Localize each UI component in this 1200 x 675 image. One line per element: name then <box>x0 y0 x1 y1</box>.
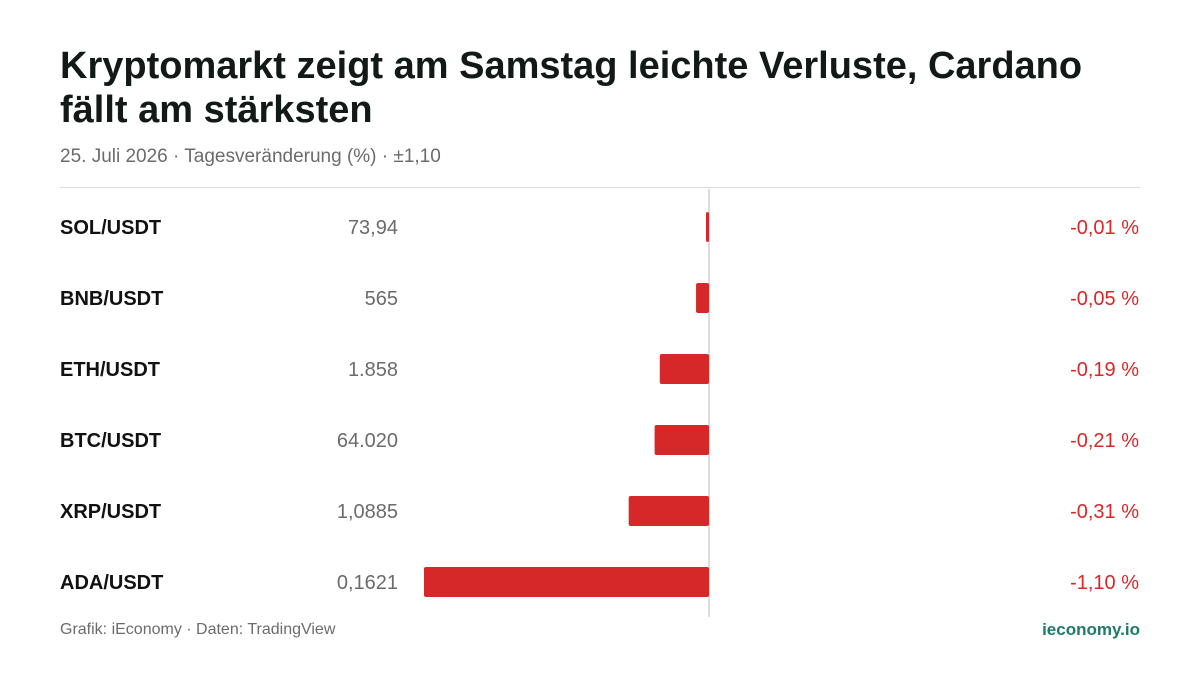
category-label: ETH/USDT <box>60 359 160 381</box>
price-label: 73,94 <box>348 217 398 239</box>
price-label: 0,1621 <box>337 572 398 594</box>
value-label: -0,19 % <box>1070 359 1139 381</box>
bar <box>696 283 709 313</box>
brand-link[interactable]: ieconomy.io <box>1042 620 1140 639</box>
price-label: 565 <box>365 288 398 310</box>
header-divider <box>60 187 1140 188</box>
value-label: -0,05 % <box>1070 288 1139 310</box>
bar <box>659 354 709 384</box>
category-label: SOL/USDT <box>60 217 161 239</box>
bar <box>706 212 709 242</box>
value-label: -0,31 % <box>1070 501 1139 523</box>
bar <box>424 567 709 597</box>
value-label: -0,21 % <box>1070 430 1139 452</box>
chart-subtitle: 25. Juli 2026 · Tagesveränderung (%) · ±… <box>60 146 441 167</box>
value-label: -0,01 % <box>1070 217 1139 239</box>
category-label: BNB/USDT <box>60 288 163 310</box>
bar <box>628 496 709 526</box>
value-label: -1,10 % <box>1070 572 1139 594</box>
category-label: BTC/USDT <box>60 430 161 452</box>
price-label: 1.858 <box>348 359 398 381</box>
bar <box>654 425 709 455</box>
category-label: ADA/USDT <box>60 572 163 594</box>
source-note: Grafik: iEconomy · Daten: TradingView <box>60 621 336 638</box>
price-label: 1,0885 <box>337 501 398 523</box>
category-label: XRP/USDT <box>60 501 161 523</box>
price-label: 64.020 <box>337 430 398 452</box>
chart-title: Kryptomarkt zeigt am Samstag leichte Ver… <box>60 45 1083 131</box>
